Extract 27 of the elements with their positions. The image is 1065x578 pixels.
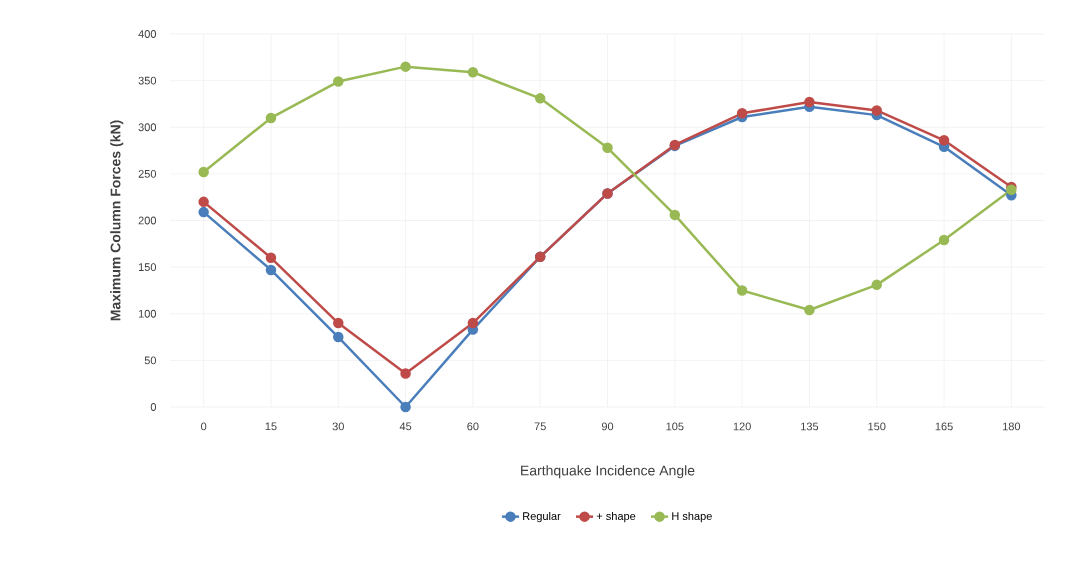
y-tick-label: 200: [138, 216, 157, 225]
y-tick-label: 50: [144, 356, 157, 365]
x-tick-label: 60: [467, 422, 479, 431]
legend-label: H shape: [672, 511, 712, 523]
y-axis-title: Maximum Column Forces (kN): [110, 120, 124, 321]
x-tick-label: 120: [733, 422, 751, 431]
y-tick-label: 0: [150, 403, 157, 411]
x-tick-label: 75: [534, 422, 546, 431]
x-axis-title: Earthquake Incidence Angle: [521, 465, 695, 479]
x-tick-label: 30: [332, 422, 344, 431]
legend-label: Regular: [523, 511, 561, 523]
y-tick-label: 350: [138, 76, 157, 85]
x-tick-label: 165: [935, 422, 953, 431]
y-tick-label: 250: [138, 169, 157, 178]
y-tick-label: 150: [138, 263, 157, 272]
x-tick-label: 90: [601, 422, 614, 431]
x-tick-label: 135: [801, 422, 819, 431]
x-tick-label: 15: [265, 422, 277, 431]
y-tick-label: 100: [138, 309, 157, 318]
legend-label: + shape: [596, 511, 636, 523]
y-tick-label: 400: [138, 30, 157, 38]
y-tick-label: 300: [138, 123, 157, 132]
x-tick-label: 45: [399, 422, 412, 431]
x-tick-label: 0: [201, 422, 207, 431]
x-tick-label: 150: [868, 422, 886, 431]
x-tick-label: 180: [1003, 422, 1021, 431]
x-tick-label: 105: [666, 422, 684, 431]
